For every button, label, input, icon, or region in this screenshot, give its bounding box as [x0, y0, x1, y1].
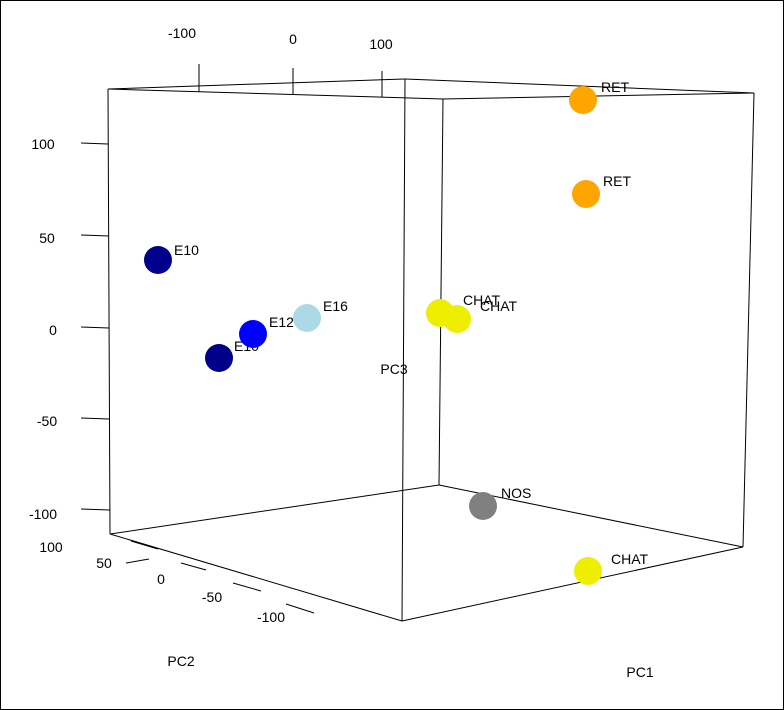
z-ticks: [80, 142, 111, 511]
data-point-label: CHAT: [463, 292, 501, 308]
data-point: [239, 320, 267, 348]
box-front: [107, 88, 755, 622]
data-point-label: RET: [601, 79, 629, 95]
data-point-label: CHAT: [611, 551, 649, 567]
y-tick-label: -50: [202, 589, 222, 605]
data-point: [469, 492, 497, 520]
y-tick-label: 0: [157, 571, 165, 587]
data-point-label: NOS: [501, 485, 531, 501]
y-tick-label: -100: [257, 609, 285, 625]
top-tick-label: 100: [369, 36, 393, 52]
z-tick-label: -50: [37, 413, 57, 429]
data-point: [443, 305, 471, 333]
z-tick-label: -100: [29, 506, 57, 522]
points-layer: E10E10E12E16CHATCHATRETRETNOSCHAT: [144, 79, 649, 585]
z-axis-label: PC3: [380, 361, 407, 377]
data-point: [569, 86, 597, 114]
data-point-label: CHAT: [480, 298, 518, 314]
data-point: [293, 304, 321, 332]
x-axis-label: PC1: [626, 664, 653, 680]
z-tick-label: 100: [31, 136, 55, 152]
y-ticks: [125, 540, 315, 614]
data-point-label: E10: [174, 242, 199, 258]
y-axis-label: PC2: [167, 653, 194, 669]
z-tick-label: 50: [39, 230, 55, 246]
data-point: [205, 344, 233, 372]
top-ticks: [198, 64, 383, 97]
data-point-label: E16: [323, 298, 348, 314]
top-tick-label: 0: [289, 31, 297, 47]
data-point: [144, 246, 172, 274]
box-back: [107, 78, 755, 622]
data-point: [572, 180, 600, 208]
z-tick-label: 0: [49, 322, 57, 338]
data-point-label: E12: [269, 314, 294, 330]
y-tick-label: 100: [39, 539, 63, 555]
y-tick-label: 50: [96, 555, 112, 571]
data-point: [574, 557, 602, 585]
top-tick-label: -100: [168, 25, 196, 41]
data-point-label: RET: [603, 173, 631, 189]
